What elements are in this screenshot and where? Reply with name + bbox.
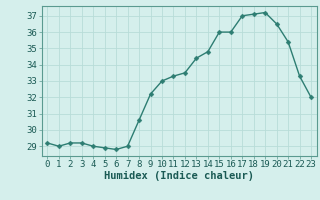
X-axis label: Humidex (Indice chaleur): Humidex (Indice chaleur): [104, 171, 254, 181]
